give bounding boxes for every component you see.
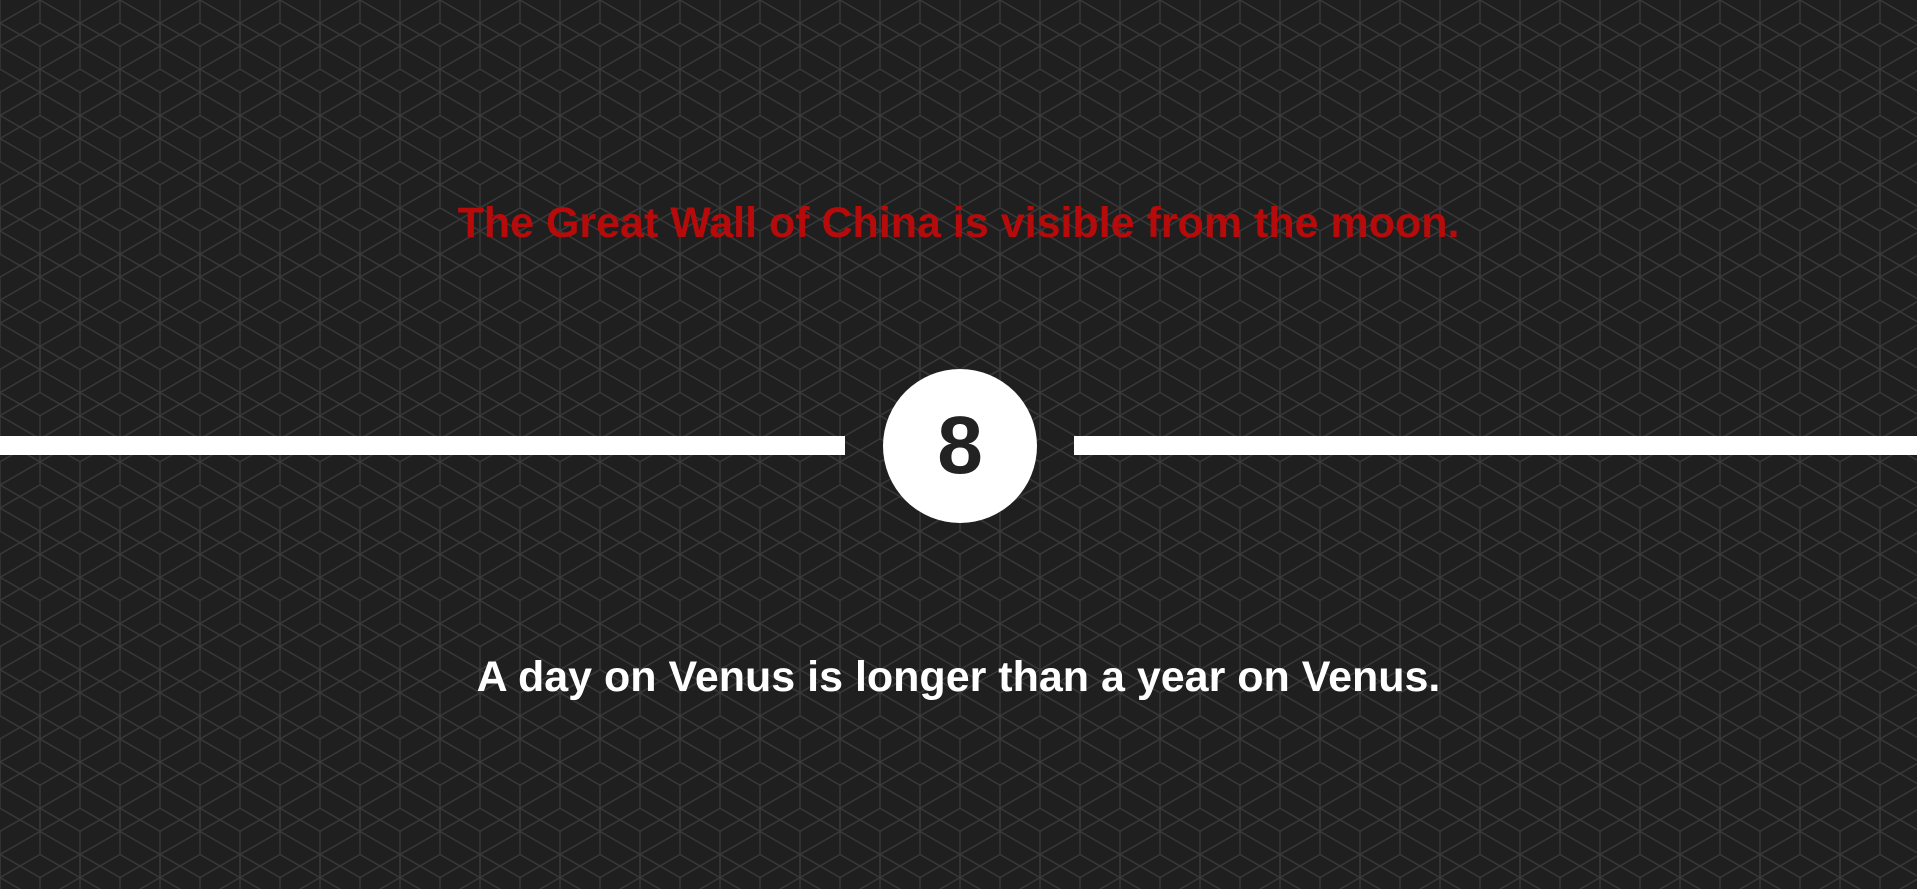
divider-left — [0, 436, 845, 455]
counter-badge: 8 — [883, 369, 1037, 523]
divider-right — [1074, 436, 1917, 455]
bottom-statement-text: A day on Venus is longer than a year on … — [476, 653, 1441, 701]
counter-value: 8 — [937, 400, 983, 491]
top-statement-text: The Great Wall of China is visible from … — [457, 199, 1460, 247]
